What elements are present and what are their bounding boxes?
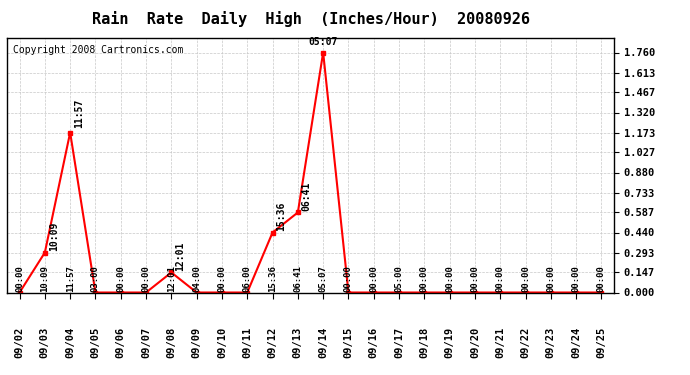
- Text: 09/09: 09/09: [192, 326, 201, 357]
- Text: 09/15: 09/15: [344, 326, 353, 357]
- Text: 11:57: 11:57: [66, 265, 75, 292]
- Text: 15:36: 15:36: [276, 202, 286, 231]
- Text: 00:00: 00:00: [141, 265, 150, 292]
- Text: Copyright 2008 Cartronics.com: Copyright 2008 Cartronics.com: [13, 45, 184, 55]
- Text: 05:00: 05:00: [395, 265, 404, 292]
- Text: 00:00: 00:00: [420, 265, 429, 292]
- Text: 09/02: 09/02: [14, 326, 25, 357]
- Text: 09/16: 09/16: [368, 326, 379, 357]
- Text: 06:00: 06:00: [243, 265, 252, 292]
- Text: 00:00: 00:00: [571, 265, 581, 292]
- Text: 00:00: 00:00: [369, 265, 378, 292]
- Text: 15:36: 15:36: [268, 265, 277, 292]
- Text: 09/03: 09/03: [40, 326, 50, 357]
- Text: 09/22: 09/22: [520, 326, 531, 357]
- Text: 09/12: 09/12: [268, 326, 277, 357]
- Text: 00:00: 00:00: [445, 265, 454, 292]
- Text: 09/18: 09/18: [420, 326, 429, 357]
- Text: 09/17: 09/17: [394, 326, 404, 357]
- Text: 04:00: 04:00: [192, 265, 201, 292]
- Text: 09/08: 09/08: [166, 326, 177, 357]
- Text: 09/25: 09/25: [596, 326, 607, 357]
- Text: 00:00: 00:00: [116, 265, 126, 292]
- Text: 00:00: 00:00: [597, 265, 606, 292]
- Text: 12:01: 12:01: [167, 265, 176, 292]
- Text: 12:01: 12:01: [175, 242, 185, 271]
- Text: 09/14: 09/14: [318, 326, 328, 357]
- Text: 09/24: 09/24: [571, 326, 581, 357]
- Text: 09/19: 09/19: [444, 326, 455, 357]
- Text: 00:00: 00:00: [471, 265, 480, 292]
- Text: 10:09: 10:09: [40, 265, 50, 292]
- Text: 09/07: 09/07: [141, 326, 151, 357]
- Text: 09/04: 09/04: [65, 326, 75, 357]
- Text: 03:00: 03:00: [91, 265, 100, 292]
- Text: 00:00: 00:00: [217, 265, 226, 292]
- Text: 10:09: 10:09: [48, 222, 59, 251]
- Text: 09/06: 09/06: [116, 326, 126, 357]
- Text: 09/11: 09/11: [242, 326, 253, 357]
- Text: 05:07: 05:07: [319, 265, 328, 292]
- Text: 09/10: 09/10: [217, 326, 227, 357]
- Text: 09/05: 09/05: [90, 326, 101, 357]
- Text: 05:07: 05:07: [308, 37, 338, 47]
- Text: 00:00: 00:00: [521, 265, 530, 292]
- Text: 00:00: 00:00: [344, 265, 353, 292]
- Text: 09/13: 09/13: [293, 326, 303, 357]
- Text: 00:00: 00:00: [546, 265, 555, 292]
- Text: 06:41: 06:41: [293, 265, 302, 292]
- Text: 06:41: 06:41: [302, 182, 312, 211]
- Text: 09/21: 09/21: [495, 326, 505, 357]
- Text: Rain  Rate  Daily  High  (Inches/Hour)  20080926: Rain Rate Daily High (Inches/Hour) 20080…: [92, 11, 529, 27]
- Text: 00:00: 00:00: [495, 265, 505, 292]
- Text: 09/23: 09/23: [546, 326, 556, 357]
- Text: 11:57: 11:57: [74, 99, 84, 129]
- Text: 00:00: 00:00: [15, 265, 24, 292]
- Text: 09/20: 09/20: [470, 326, 480, 357]
